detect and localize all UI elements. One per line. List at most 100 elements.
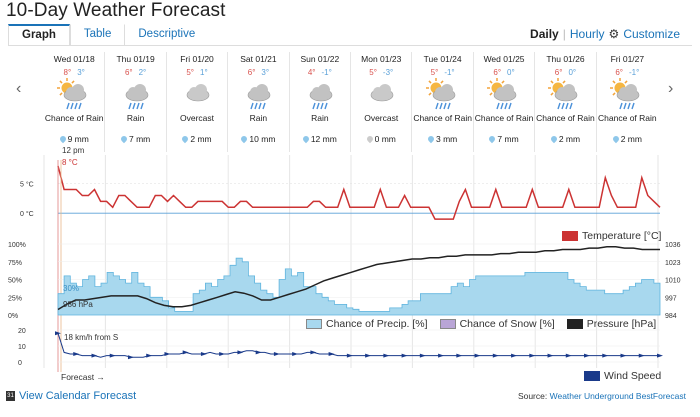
day-temps: 6° 0° [535,68,595,77]
temp-tick: 0 °C [20,210,34,218]
pressure-legend-label: Pressure [hPa] [586,318,657,330]
tab-graph[interactable]: Graph [8,24,70,46]
sun-rain-icon [610,78,640,110]
day-temps: 6° 3° [228,68,288,77]
day-column[interactable]: Mon 01/23 5° -3° Overcast 0 mm [351,52,413,152]
day-precip: 9 mm [44,134,104,144]
wind-direction-arrow [401,353,408,358]
weather-icon-holder [290,77,350,113]
wind-direction-arrow [200,352,207,356]
wind-swatch [584,371,600,381]
day-temps: 5° -3° [351,68,411,77]
daily-toggle[interactable]: Daily [530,27,559,41]
wind-legend-label: Wind Speed [604,370,662,382]
wind-direction-arrow [383,353,390,358]
day-high-temp: 6° [493,68,502,77]
day-high-temp: 6° [124,68,133,77]
rain-cloud-icon [309,84,333,110]
day-condition: Chance of Rain [536,113,595,123]
wind-direction-arrow [657,353,663,358]
day-column[interactable]: Fri 01/27 6° -1° Chance of Rain 2 mm [597,52,658,152]
customize-link[interactable]: Customize [623,27,680,41]
day-low-temp: -1° [629,68,640,77]
day-column[interactable]: Fri 01/20 5° 1° Overcast 2 mm [167,52,229,152]
cloud-icon [186,84,210,102]
day-low-temp: 1° [200,68,208,77]
day-column[interactable]: Wed 01/18 8° 3° Chance of Rain 9 mm [44,52,106,152]
day-date: Thu 01/26 [546,54,585,64]
wind-direction-arrow [638,353,645,358]
wind-direction-arrow [565,353,572,358]
day-column[interactable]: Thu 01/26 6° 0° Chance of Rain 2 mm [535,52,597,152]
weather-icon-holder [474,77,534,113]
precip-area [57,257,661,316]
view-calendar-label: View Calendar Forecast [19,390,137,402]
day-date: Wed 01/18 [53,54,95,64]
gear-icon[interactable]: ⚙ [608,27,620,41]
day-column[interactable]: Tue 01/24 5° -1° Chance of Rain 3 mm [412,52,474,152]
page-title: 10-Day Weather Forecast [6,0,226,21]
cursor-wind-label: 18 km/h from S [64,333,118,342]
cursor-temp-label: 8 °C [62,158,78,167]
day-temps: 4° -1° [290,68,350,77]
wind-direction-arrow [456,353,463,358]
wind-direction-arrow [328,352,335,356]
weather-icon-holder [105,77,165,113]
day-low-temp: -1° [321,68,332,77]
day-precip-amount: 7 mm [497,134,519,144]
day-precip: 10 mm [228,134,288,144]
day-column[interactable]: Sat 01/21 6° 3° Rain 10 mm [228,52,290,152]
day-column[interactable]: Sun 01/22 4° -1° Rain 12 mm [290,52,352,152]
wind-direction-arrow [602,353,609,358]
day-low-temp: 3° [77,68,85,77]
rain-cloud-icon [248,84,271,110]
precip-legend: Chance of Precip. [%] Chance of Snow [%]… [306,318,656,330]
day-date: Tue 01/24 [423,54,462,64]
wind-direction-arrow [273,352,280,356]
day-low-temp: 0° [507,68,515,77]
wind-direction-arrow [237,350,244,355]
wind-direction-arrow [255,350,262,355]
day-condition: Rain [311,113,329,123]
day-condition: Overcast [364,113,399,123]
wind-direction-arrow [474,353,481,358]
day-precip: 0 mm [351,134,411,144]
day-date: Mon 01/23 [361,54,402,64]
wind-direction-arrow [620,353,627,358]
precip-tick: 25% [8,295,22,302]
tab-table[interactable]: Table [69,24,126,46]
weather-icon-holder [351,77,411,113]
day-column[interactable]: Wed 01/25 6° 0° Chance of Rain 7 mm [474,52,536,152]
day-precip: 3 mm [412,134,472,144]
source-link[interactable]: Weather Underground BestForecast [549,391,686,401]
day-precip-amount: 10 mm [249,134,276,144]
day-condition: Overcast [180,113,215,123]
day-precip-amount: 2 mm [620,134,642,144]
wind-direction-arrow [529,353,536,358]
snow-legend-label: Chance of Snow [%] [459,318,555,330]
tab-descriptive[interactable]: Descriptive [138,28,196,40]
day-precip: 7 mm [105,134,165,144]
hourly-toggle[interactable]: Hourly [569,27,605,41]
tab-bar: Graph Table Descriptive [8,24,208,46]
day-condition: Chance of Rain [44,113,104,123]
temp-tick: 5 °C [20,181,34,189]
view-toggle: Daily | Hourly ⚙ Customize [530,27,680,41]
next-arrow-icon[interactable]: › [668,80,674,97]
day-column[interactable]: Thu 01/19 6° 2° Rain 7 mm [105,52,167,152]
weather-icon-holder [412,77,472,113]
precip-legend-label: Chance of Precip. [%] [326,318,428,330]
wind-direction-arrow [365,353,372,358]
view-calendar-link[interactable]: 31 View Calendar Forecast [6,390,136,402]
weather-icon-holder [167,77,227,113]
wind-direction-arrow [292,352,299,356]
day-condition: Chance of Rain [598,113,657,123]
view-separator: | [562,27,566,41]
previous-arrow-icon[interactable]: ‹ [16,80,22,97]
pressure-tick: 1036 [665,242,681,249]
sun-rain-icon [487,78,517,110]
day-condition: Chance of Rain [474,113,534,123]
wind-direction-arrow [438,353,445,358]
snow-swatch [439,319,456,329]
